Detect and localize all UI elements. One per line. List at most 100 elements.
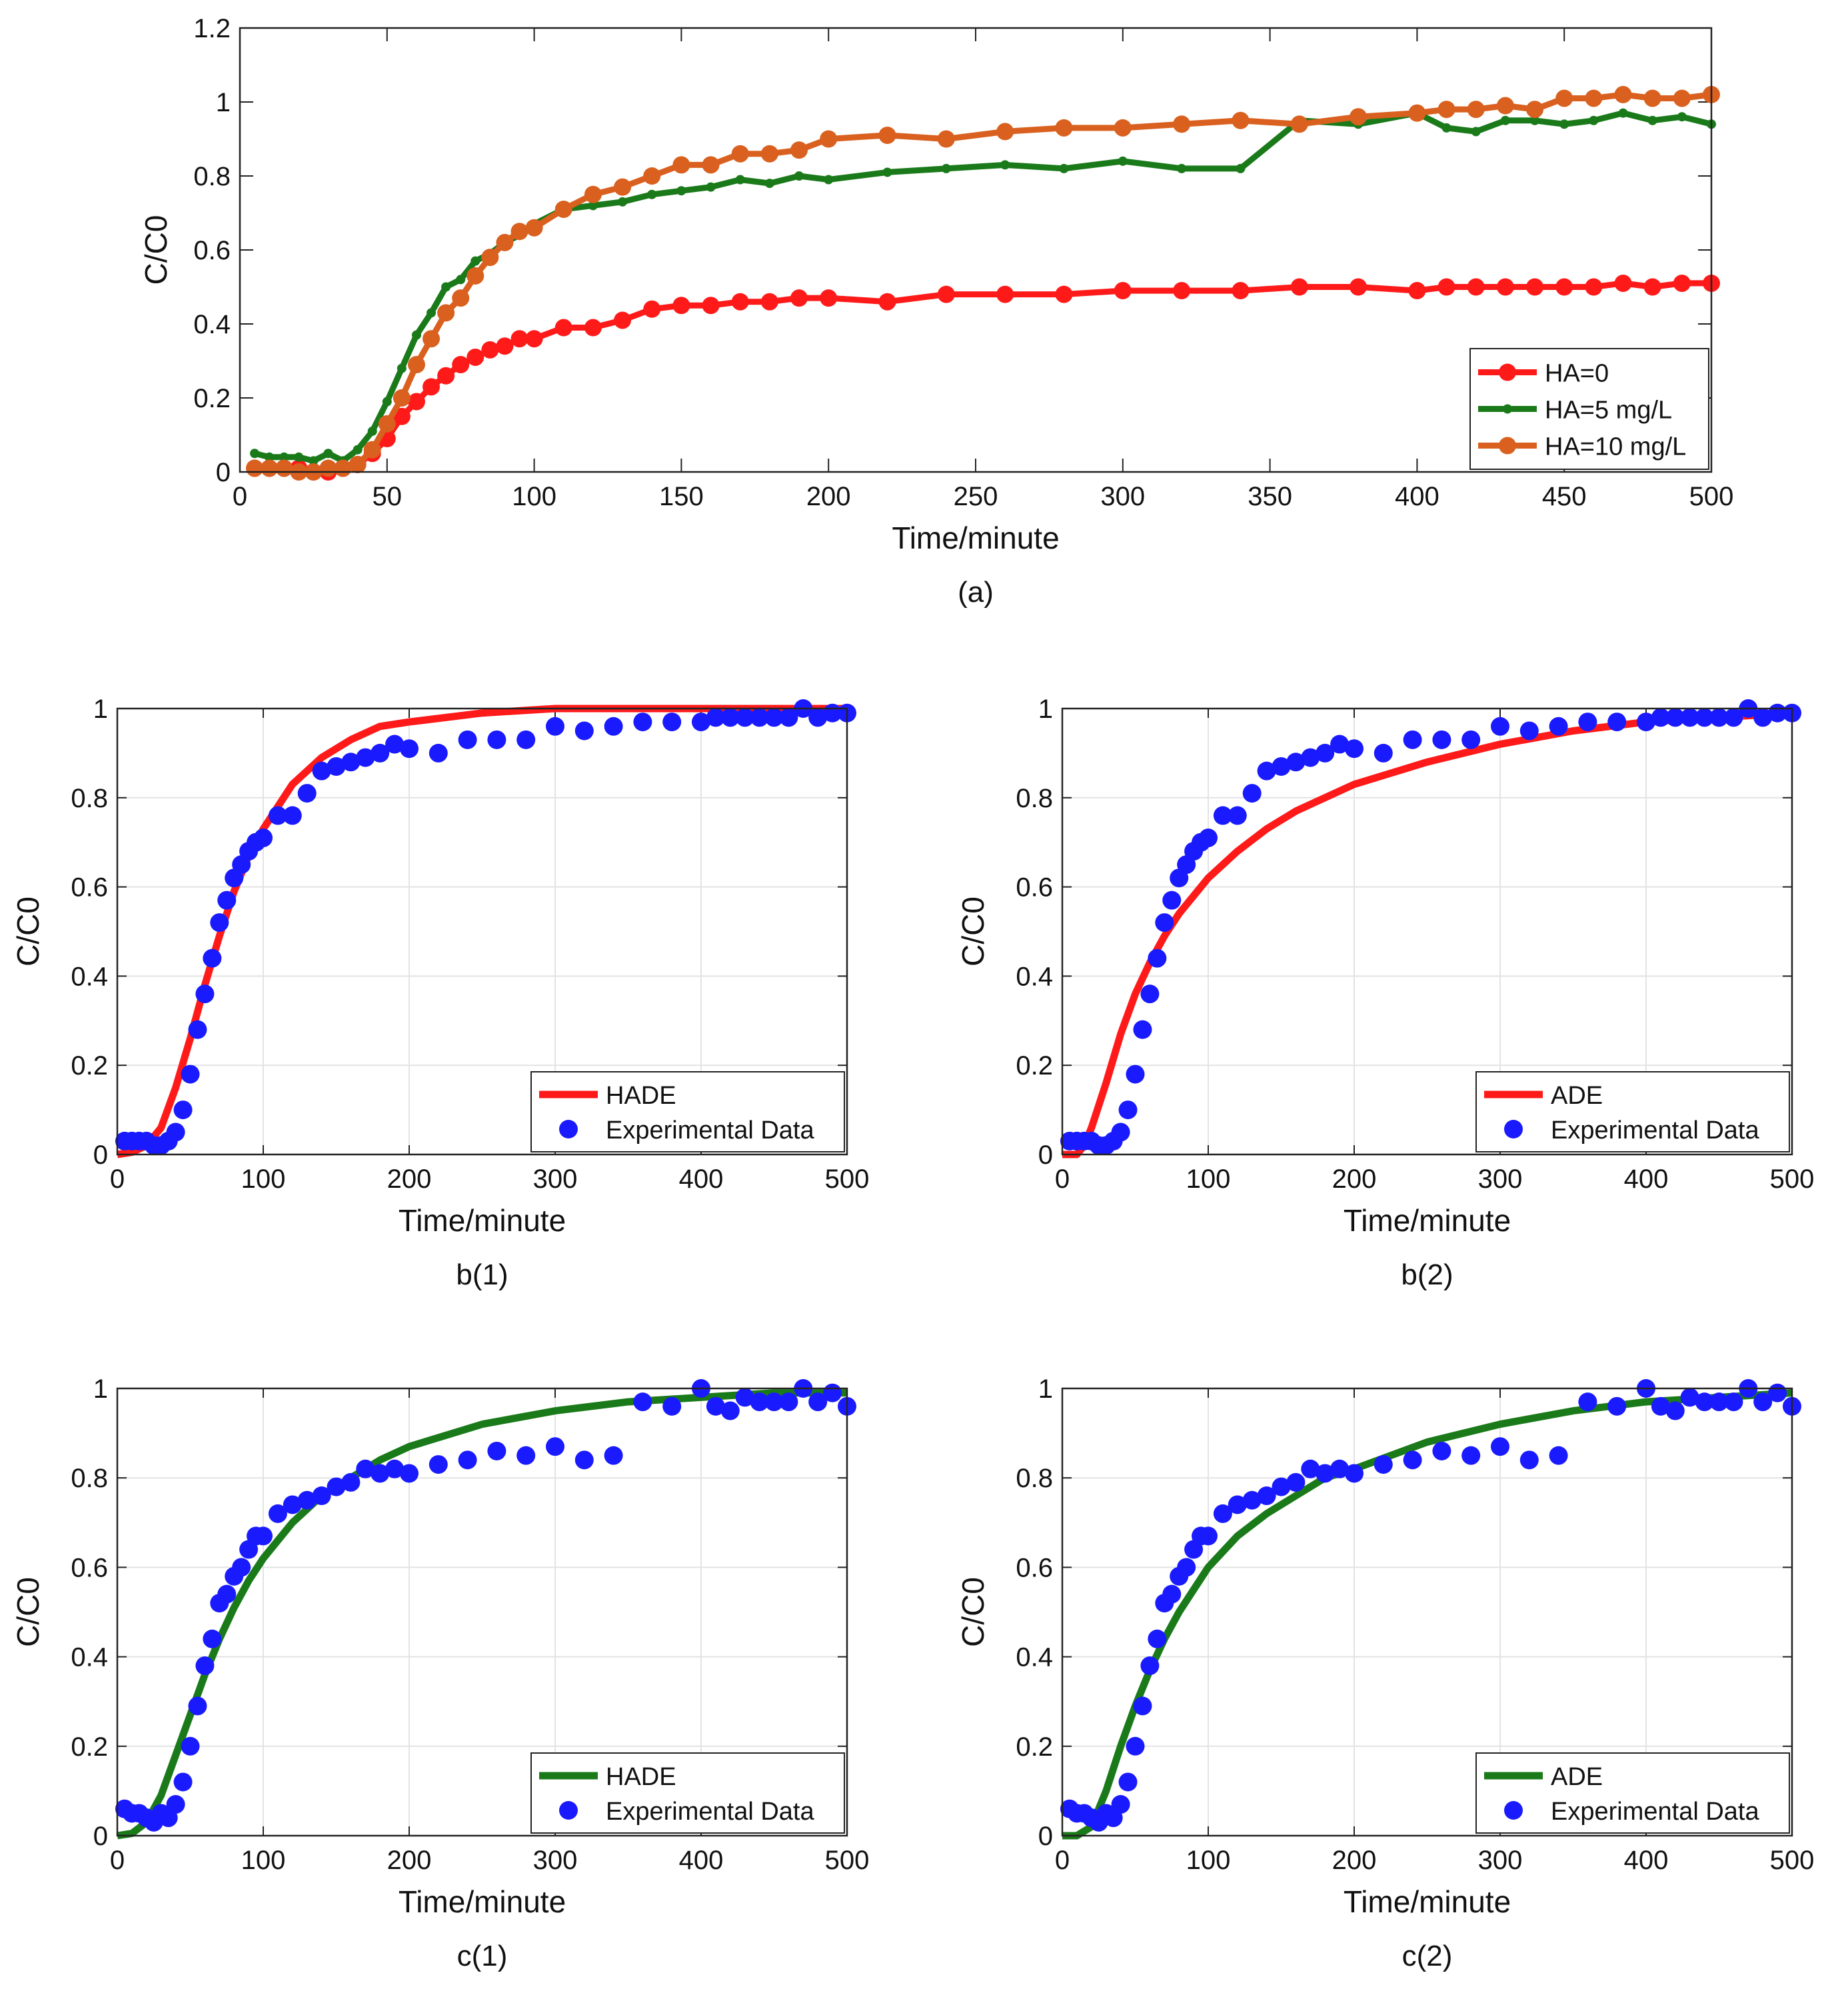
data-point [1559, 119, 1569, 129]
data-point [1648, 116, 1657, 125]
y-tick-label: 0.8 [71, 784, 108, 813]
data-point [174, 1100, 193, 1119]
legend-swatch-marker [1504, 1120, 1523, 1138]
y-axis-label: C/C0 [11, 1577, 45, 1647]
x-tick-label: 500 [1770, 1164, 1815, 1194]
data-point [672, 297, 690, 314]
data-point [1526, 101, 1543, 118]
data-point [676, 186, 686, 195]
data-point [662, 1397, 681, 1416]
legend-label: ADE [1551, 1082, 1603, 1110]
x-tick-label: 500 [825, 1846, 870, 1875]
data-point [575, 721, 594, 740]
legend-label: HADE [606, 1082, 676, 1110]
data-point [1140, 1656, 1159, 1675]
data-point [437, 367, 455, 385]
y-tick-label: 0.8 [193, 162, 231, 191]
data-point [1607, 1397, 1626, 1416]
data-point [584, 186, 602, 203]
data-point [459, 1450, 477, 1469]
data-point [195, 1656, 214, 1675]
data-point [1408, 105, 1425, 122]
y-tick-label: 0.2 [71, 1732, 108, 1762]
data-point [1232, 112, 1249, 129]
data-point [1148, 1630, 1166, 1648]
x-tick-label: 350 [1248, 482, 1292, 511]
data-point [1432, 1442, 1451, 1460]
x-tick-label: 300 [533, 1164, 578, 1194]
data-point [232, 1558, 251, 1576]
data-point [1549, 717, 1568, 736]
legend-label: HA=5 mg/L [1545, 397, 1672, 425]
x-tick-label: 200 [1332, 1164, 1377, 1194]
data-point [353, 445, 363, 455]
data-point [938, 286, 955, 303]
x-axis-label: Time/minute [892, 521, 1059, 555]
x-tick-label: 50 [373, 482, 403, 511]
data-point [1438, 279, 1455, 296]
x-tick-label: 100 [241, 1164, 286, 1194]
data-point [1578, 713, 1597, 731]
legend-label: Experimental Data [606, 1116, 814, 1144]
data-point [349, 456, 367, 473]
data-point [1155, 913, 1174, 932]
x-tick-label: 0 [1055, 1846, 1070, 1875]
data-point [1350, 279, 1367, 296]
data-point [341, 1473, 360, 1492]
y-tick-label: 0.6 [71, 1553, 108, 1582]
data-point [1162, 891, 1181, 910]
data-point [1114, 282, 1132, 299]
data-point [393, 389, 411, 407]
data-point [400, 1464, 419, 1482]
data-point [210, 913, 229, 932]
x-axis-label: Time/minute [399, 1203, 566, 1238]
data-point [1173, 282, 1190, 299]
x-tick-label: 400 [1624, 1846, 1669, 1875]
y-axis-label: C/C0 [956, 1577, 990, 1647]
data-point [584, 319, 602, 337]
data-point [323, 449, 333, 458]
data-point [283, 807, 302, 825]
data-point [1140, 985, 1159, 1003]
panel-caption: c(1) [457, 1940, 508, 1972]
legend: ADE Experimental Data [1476, 1072, 1789, 1152]
data-point [441, 283, 451, 292]
data-point [765, 179, 774, 188]
data-point [1199, 829, 1218, 847]
data-point [1118, 157, 1128, 166]
x-tick-label: 400 [1395, 482, 1439, 511]
data-point [824, 175, 833, 185]
data-point [794, 171, 804, 181]
data-point [555, 319, 572, 337]
data-point [1555, 89, 1573, 107]
x-tick-label: 300 [1478, 1846, 1523, 1875]
panel-caption: b(1) [456, 1258, 508, 1291]
y-tick-label: 0.6 [1016, 873, 1053, 903]
legend-swatch-marker [1504, 1801, 1523, 1820]
data-point [1055, 286, 1072, 303]
data-point [879, 293, 896, 311]
legend-label: Experimental Data [1551, 1116, 1759, 1144]
y-tick-label: 0.4 [71, 1643, 108, 1672]
x-tick-label: 100 [512, 482, 556, 511]
chart-b1: 0 100 200 300 400 50000.20.40.60.81Time/minut… [11, 695, 869, 1291]
data-point [1497, 279, 1514, 296]
y-tick-label: 0 [93, 1140, 108, 1170]
x-axis-label: Time/minute [1344, 1203, 1511, 1238]
y-tick-label: 0 [93, 1822, 108, 1851]
x-axis-label: Time/minute [1344, 1884, 1511, 1919]
data-point [618, 197, 627, 207]
data-point [452, 289, 469, 307]
legend-swatch-marker [1499, 437, 1516, 455]
data-point [379, 415, 396, 433]
data-point [1232, 282, 1249, 299]
y-tick-label: 1 [93, 1374, 108, 1404]
x-tick-label: 250 [954, 482, 998, 511]
panel-caption: b(2) [1401, 1258, 1453, 1291]
panel-caption: c(2) [1402, 1940, 1453, 1972]
data-point [526, 219, 543, 237]
data-point [1578, 1392, 1597, 1411]
data-point [275, 459, 293, 477]
legend: ADEExperimental Data [1476, 1753, 1789, 1833]
data-point [1471, 127, 1481, 136]
